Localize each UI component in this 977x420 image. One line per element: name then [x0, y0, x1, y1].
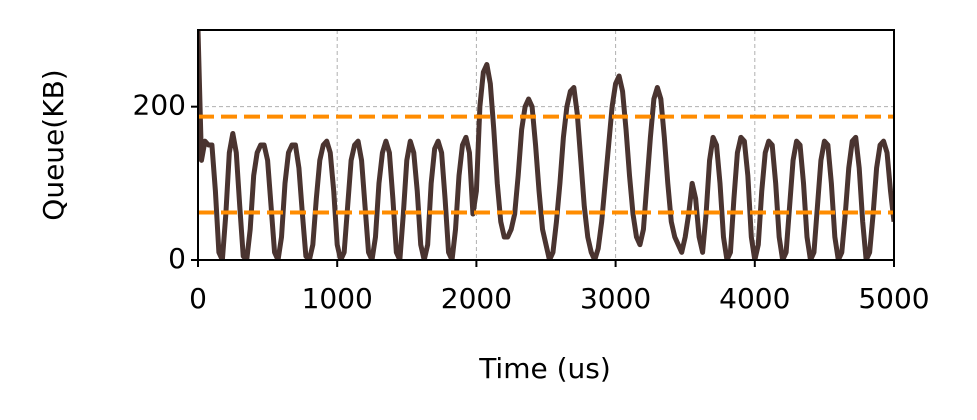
x-tick-label: 5000: [858, 282, 929, 315]
y-axis-label: Queue(KB): [37, 69, 70, 220]
x-tick-label: 1000: [302, 282, 373, 315]
x-axis-label: Time (us): [478, 352, 611, 385]
plot-frame: [197, 29, 895, 261]
y-tick-label: 200: [133, 89, 186, 122]
x-tick-label: 3000: [580, 282, 651, 315]
x-tick-label: 2000: [441, 282, 512, 315]
x-tick-label: 0: [189, 282, 207, 315]
y-tick-label: 0: [168, 242, 186, 275]
x-tick-label: 4000: [719, 282, 790, 315]
data-line: [198, 30, 894, 260]
